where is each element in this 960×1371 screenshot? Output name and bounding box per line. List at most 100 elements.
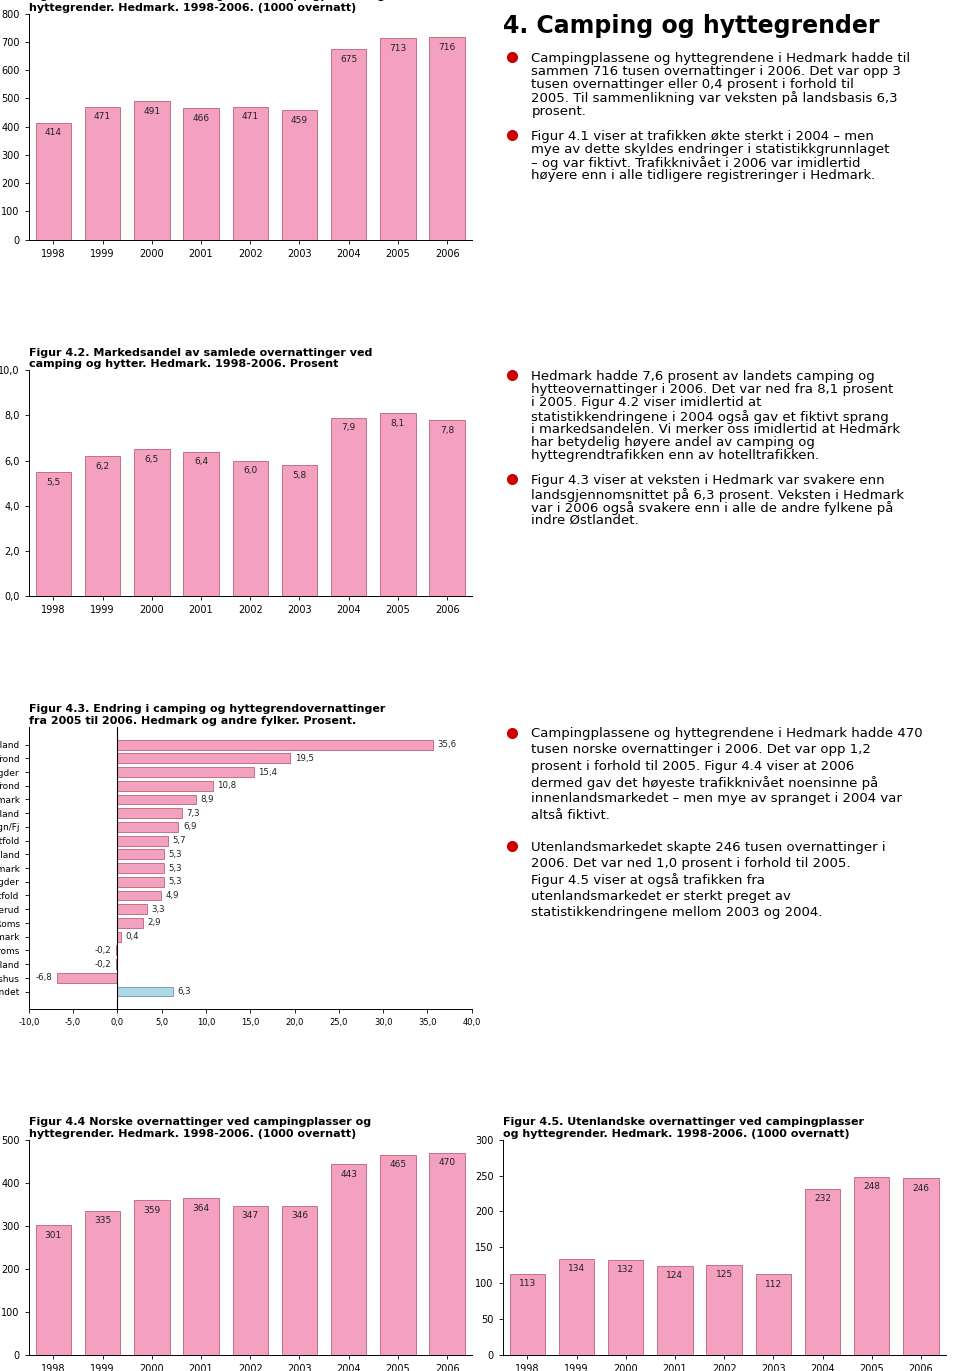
Bar [903, 1179, 939, 1355]
Bar [117, 836, 168, 846]
Text: utenlandsmarkedet er sterkt preget av: utenlandsmarkedet er sterkt preget av [532, 890, 791, 902]
Text: 6,0: 6,0 [243, 466, 257, 476]
Text: Figur 4.5. Utenlandske overnattinger ved campingplasser
og hyttegrender. Hedmark: Figur 4.5. Utenlandske overnattinger ved… [503, 1117, 864, 1139]
Text: 5,3: 5,3 [169, 864, 182, 872]
Text: 675: 675 [340, 55, 357, 63]
Bar [608, 1260, 643, 1355]
Bar [281, 110, 317, 240]
Text: sammen 716 tusen overnattinger i 2006. Det var opp 3: sammen 716 tusen overnattinger i 2006. D… [532, 66, 901, 78]
Bar [331, 1164, 367, 1355]
Text: i 2005. Figur 4.2 viser imidlertid at: i 2005. Figur 4.2 viser imidlertid at [532, 396, 762, 410]
Text: 112: 112 [765, 1279, 782, 1289]
Text: 35,6: 35,6 [437, 740, 456, 749]
Text: 443: 443 [340, 1169, 357, 1179]
Text: 465: 465 [390, 1160, 406, 1169]
Text: Figur 4.5 viser at også trafikken fra: Figur 4.5 viser at også trafikken fra [532, 873, 765, 887]
Bar [117, 891, 160, 901]
Text: 7,3: 7,3 [186, 809, 200, 817]
Bar [429, 37, 465, 240]
Text: Hedmark hadde 7,6 prosent av landets camping og: Hedmark hadde 7,6 prosent av landets cam… [532, 370, 876, 384]
Bar [117, 905, 147, 914]
Bar [117, 766, 253, 777]
Text: 5,3: 5,3 [169, 877, 182, 886]
Text: 466: 466 [192, 114, 209, 123]
Text: – og var fiktivt. Trafikknivået i 2006 var imidlertid: – og var fiktivt. Trafikknivået i 2006 v… [532, 156, 861, 170]
Bar [134, 1201, 170, 1355]
Bar [331, 49, 367, 240]
Text: 113: 113 [518, 1279, 536, 1287]
Text: høyere enn i alle tidligere registreringer i Hedmark.: høyere enn i alle tidligere registrering… [532, 170, 876, 182]
Bar [134, 101, 170, 240]
Text: Campingplassene og hyttegrendene i Hedmark hadde 470: Campingplassene og hyttegrendene i Hedma… [532, 727, 924, 740]
Text: dermed gav det høyeste trafikknivået noensinne på: dermed gav det høyeste trafikknivået noe… [532, 776, 878, 790]
Text: 4. Camping og hyttegrender: 4. Camping og hyttegrender [503, 14, 879, 38]
Bar [117, 739, 433, 750]
Text: 6,5: 6,5 [145, 455, 159, 463]
Bar [707, 1265, 742, 1355]
Text: -6,8: -6,8 [36, 973, 53, 982]
Text: Figur 4.3. Endring i camping og hyttegrendovernattinger
fra 2005 til 2006. Hedma: Figur 4.3. Endring i camping og hyttegre… [29, 705, 385, 727]
Text: 2006. Det var ned 1,0 prosent i forhold til 2005.: 2006. Det var ned 1,0 prosent i forhold … [532, 857, 851, 871]
Text: statistikkendringene i 2004 også gav et fiktivt sprang: statistikkendringene i 2004 også gav et … [532, 410, 889, 424]
Bar [232, 1205, 268, 1355]
Text: 3,3: 3,3 [151, 905, 165, 913]
Text: 4,9: 4,9 [165, 891, 179, 899]
Text: 8,9: 8,9 [201, 795, 214, 803]
Text: 10,8: 10,8 [218, 781, 236, 790]
Bar [804, 1189, 840, 1355]
Bar [36, 1226, 71, 1355]
Text: landsgjennomsnittet på 6,3 prosent. Veksten i Hedmark: landsgjennomsnittet på 6,3 prosent. Veks… [532, 488, 904, 502]
Text: 713: 713 [389, 44, 406, 53]
Bar [380, 1154, 416, 1355]
Bar [429, 1153, 465, 1355]
Text: 5,7: 5,7 [172, 836, 186, 845]
Bar [134, 450, 170, 596]
Bar [559, 1259, 594, 1355]
Bar [36, 123, 71, 240]
Text: mye av dette skyldes endringer i statistikkgrunnlaget: mye av dette skyldes endringer i statist… [532, 143, 890, 156]
Text: prosent i forhold til 2005. Figur 4.4 viser at 2006: prosent i forhold til 2005. Figur 4.4 vi… [532, 760, 854, 773]
Text: prosent.: prosent. [532, 104, 587, 118]
Text: 125: 125 [715, 1271, 732, 1279]
Bar [117, 823, 179, 832]
Text: 15,4: 15,4 [258, 768, 277, 776]
Text: i markedsandelen. Vi merker oss imidlertid at Hedmark: i markedsandelen. Vi merker oss imidlert… [532, 422, 900, 436]
Text: Figur 4.1. Samlede overnattinger ved campingplasser og
hyttegrender. Hedmark. 19: Figur 4.1. Samlede overnattinger ved cam… [29, 0, 385, 12]
Bar [115, 946, 117, 956]
Text: 5,8: 5,8 [293, 470, 306, 480]
Text: tusen norske overnattinger i 2006. Det var opp 1,2: tusen norske overnattinger i 2006. Det v… [532, 743, 872, 757]
Bar [117, 795, 196, 805]
Bar [331, 418, 367, 596]
Text: 716: 716 [439, 43, 456, 52]
Text: 248: 248 [863, 1182, 880, 1191]
Text: 6,9: 6,9 [183, 823, 197, 831]
Bar [36, 472, 71, 596]
Text: Campingplassene og hyttegrendene i Hedmark hadde til: Campingplassene og hyttegrendene i Hedma… [532, 52, 911, 66]
Bar [658, 1265, 693, 1355]
Text: 301: 301 [45, 1231, 62, 1239]
Text: -0,2: -0,2 [94, 960, 111, 968]
Text: 414: 414 [45, 129, 61, 137]
Text: har betydelig høyere andel av camping og: har betydelig høyere andel av camping og [532, 436, 815, 448]
Bar [232, 107, 268, 240]
Bar [232, 461, 268, 596]
Text: 459: 459 [291, 115, 308, 125]
Bar [281, 465, 317, 596]
Text: 0,4: 0,4 [126, 932, 139, 941]
Bar [117, 877, 164, 887]
Bar [756, 1275, 791, 1355]
Bar [380, 38, 416, 240]
Text: Figur 4.2. Markedsandel av samlede overnattinger ved
camping og hytter. Hedmark.: Figur 4.2. Markedsandel av samlede overn… [29, 348, 372, 369]
Bar [854, 1178, 890, 1355]
Text: Figur 4.1 viser at trafikken økte sterkt i 2004 – men: Figur 4.1 viser at trafikken økte sterkt… [532, 130, 875, 143]
Text: hytteovernattinger i 2006. Det var ned fra 8,1 prosent: hytteovernattinger i 2006. Det var ned f… [532, 384, 894, 396]
Text: 471: 471 [242, 112, 259, 121]
Text: 132: 132 [617, 1265, 635, 1275]
Text: 347: 347 [242, 1211, 259, 1220]
Text: var i 2006 også svakere enn i alle de andre fylkene på: var i 2006 også svakere enn i alle de an… [532, 500, 894, 514]
Bar [84, 457, 120, 596]
Text: tusen overnattinger eller 0,4 prosent i forhold til: tusen overnattinger eller 0,4 prosent i … [532, 78, 854, 92]
Bar [510, 1274, 545, 1355]
Text: 6,2: 6,2 [96, 462, 109, 470]
Bar [117, 781, 213, 791]
